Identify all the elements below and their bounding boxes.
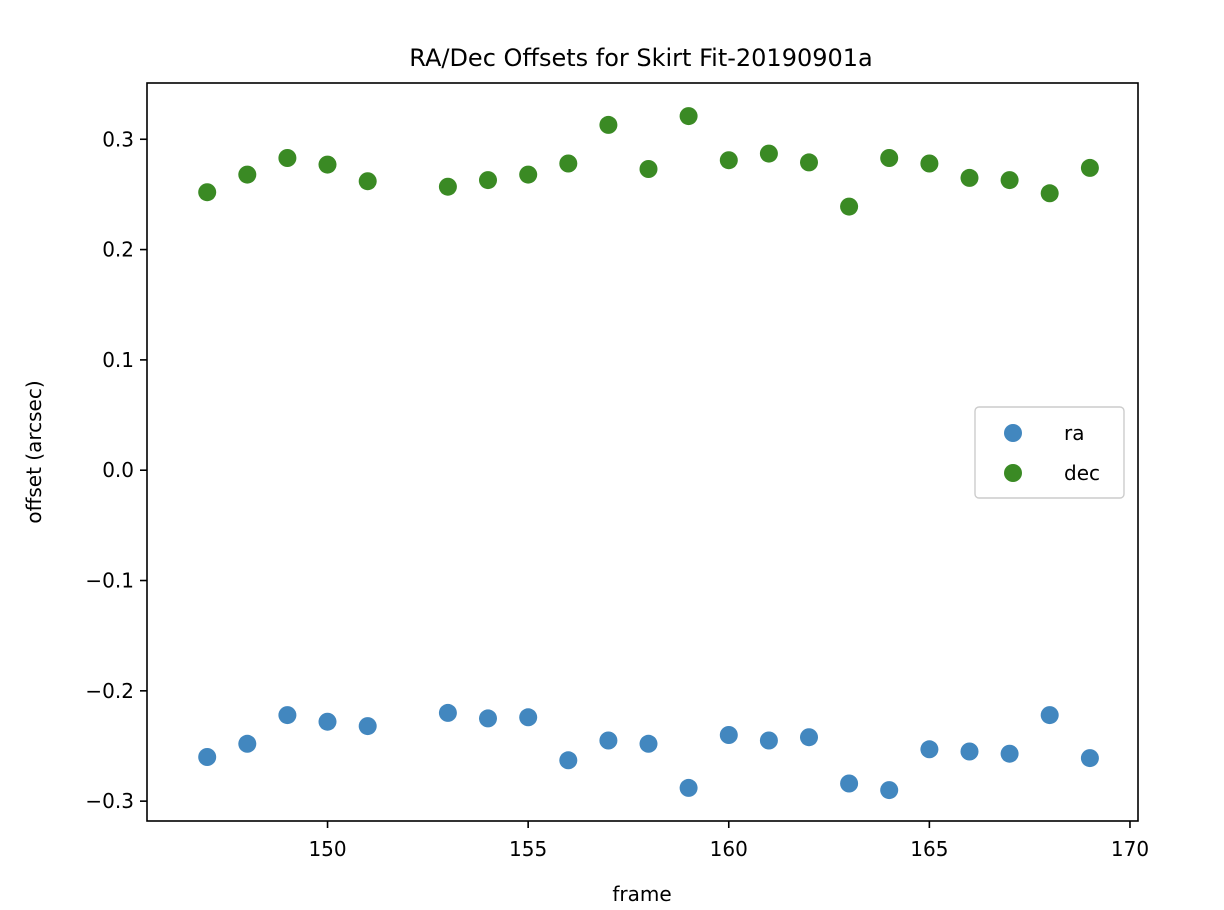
point-dec-148 xyxy=(238,165,257,184)
y-tick-label: 0.0 xyxy=(102,458,134,482)
y-tick-label: 0.2 xyxy=(102,238,134,262)
point-ra-165 xyxy=(920,740,939,759)
point-ra-157 xyxy=(599,731,618,750)
point-dec-161 xyxy=(759,144,778,163)
point-dec-167 xyxy=(1000,171,1019,190)
legend-label-dec: dec xyxy=(1064,461,1100,485)
y-tick-label: 0.1 xyxy=(102,348,134,372)
point-dec-149 xyxy=(278,149,297,167)
legend-marker-dec xyxy=(1004,464,1022,482)
point-dec-158 xyxy=(639,160,658,178)
point-dec-164 xyxy=(880,149,899,167)
point-dec-168 xyxy=(1040,184,1059,203)
point-dec-150 xyxy=(318,155,337,174)
point-ra-156 xyxy=(559,751,578,770)
chart-title: RA/Dec Offsets for Skirt Fit-20190901a xyxy=(409,44,873,72)
point-ra-168 xyxy=(1040,706,1059,725)
point-ra-153 xyxy=(438,703,457,722)
legend-label-ra: ra xyxy=(1064,421,1084,445)
point-dec-147 xyxy=(198,183,217,202)
point-dec-162 xyxy=(800,153,818,172)
point-ra-167 xyxy=(1000,744,1019,763)
point-dec-166 xyxy=(960,168,979,187)
point-ra-151 xyxy=(358,717,377,736)
x-tick-label: 160 xyxy=(710,837,748,861)
point-dec-157 xyxy=(599,115,618,134)
point-ra-162 xyxy=(800,728,818,747)
marks-layer xyxy=(198,107,1099,800)
point-dec-169 xyxy=(1080,158,1099,177)
point-ra-155 xyxy=(519,708,538,727)
point-dec-153 xyxy=(438,177,457,196)
y-tick-label: 0.3 xyxy=(102,127,134,151)
point-ra-161 xyxy=(759,731,778,750)
legend-frame xyxy=(974,406,1125,499)
point-ra-158 xyxy=(639,734,658,753)
x-tick-label: 165 xyxy=(910,837,948,861)
legend-marker-ra xyxy=(1004,424,1022,442)
y-tick-label: −0.2 xyxy=(85,679,134,703)
plot-frame xyxy=(146,82,1139,822)
point-ra-149 xyxy=(278,706,297,725)
point-ra-159 xyxy=(679,778,698,797)
point-ra-147 xyxy=(198,748,217,766)
y-axis-label: offset (arcsec) xyxy=(22,380,46,523)
x-axis-label: frame xyxy=(612,882,671,906)
point-dec-163 xyxy=(840,197,859,216)
point-dec-159 xyxy=(679,107,698,126)
x-tick-label: 150 xyxy=(308,837,346,861)
point-dec-160 xyxy=(719,151,738,170)
point-dec-165 xyxy=(920,154,939,173)
y-tick-label: −0.1 xyxy=(85,569,134,593)
x-tick-label: 155 xyxy=(509,837,547,861)
point-ra-154 xyxy=(479,709,497,728)
axes-layer: 150 155 160 165 170 −0.3 −0.2 −0.1 0.0 0.1 0.2 0.3 xyxy=(85,127,1149,861)
point-ra-166 xyxy=(960,742,979,761)
point-ra-169 xyxy=(1080,749,1099,768)
x-tick-label: 170 xyxy=(1111,837,1149,861)
point-dec-156 xyxy=(559,154,578,173)
legend: ra dec xyxy=(974,406,1125,499)
point-ra-164 xyxy=(880,781,899,800)
y-tick-label: −0.3 xyxy=(85,789,134,813)
point-dec-151 xyxy=(358,172,377,191)
point-dec-155 xyxy=(519,165,538,184)
point-ra-163 xyxy=(840,774,859,793)
point-ra-148 xyxy=(238,734,257,753)
point-ra-150 xyxy=(318,712,337,731)
point-dec-154 xyxy=(479,171,497,190)
point-ra-160 xyxy=(719,726,738,744)
